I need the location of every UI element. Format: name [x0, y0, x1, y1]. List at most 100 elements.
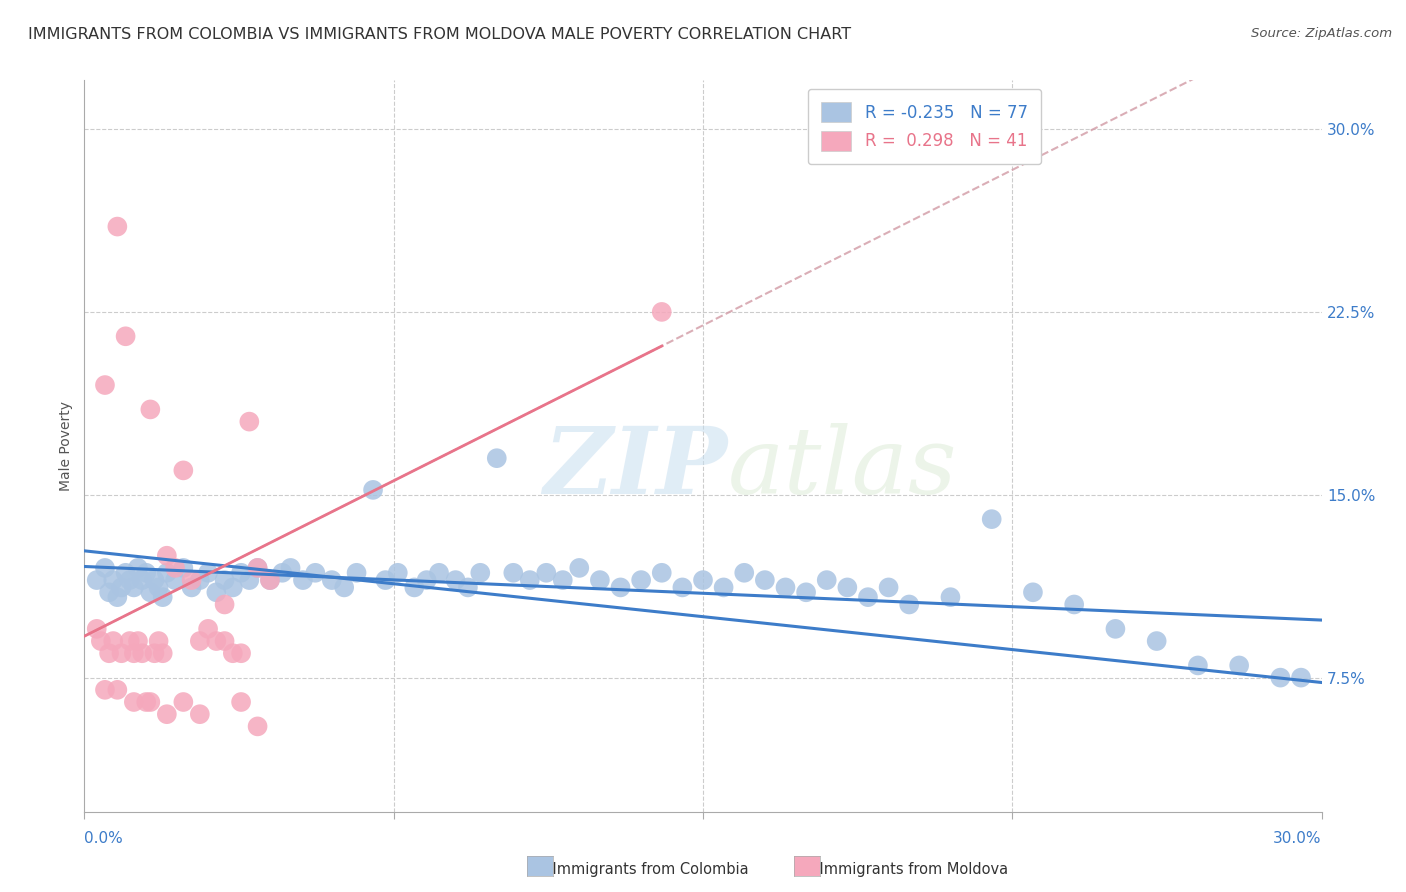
Point [457, 581, 479, 595]
Point [122, 695, 145, 709]
Point [259, 573, 281, 587]
Point [229, 566, 252, 580]
Point [152, 590, 174, 604]
Text: 30.0%: 30.0% [1274, 831, 1322, 847]
Point [1187, 658, 1209, 673]
Point [205, 585, 228, 599]
Point [361, 483, 384, 497]
Point [205, 634, 228, 648]
Point [238, 415, 260, 429]
Point [118, 634, 141, 648]
Point [246, 719, 269, 733]
Point [246, 561, 269, 575]
Point [98, 585, 121, 599]
Point [127, 634, 149, 648]
Point [404, 581, 426, 595]
Point [94, 682, 117, 697]
Point [135, 695, 157, 709]
Point [135, 566, 157, 580]
Point [246, 561, 269, 575]
Point [877, 581, 900, 595]
Point [692, 573, 714, 587]
Point [114, 329, 136, 343]
Point [172, 561, 194, 575]
Point [1104, 622, 1126, 636]
Point [427, 566, 450, 580]
Point [148, 634, 170, 648]
Point [733, 566, 755, 580]
Text: Immigrants from Colombia: Immigrants from Colombia [534, 863, 749, 877]
Point [148, 581, 170, 595]
Point [519, 573, 541, 587]
Point [280, 561, 302, 575]
Point [156, 549, 179, 563]
Point [713, 581, 735, 595]
Point [131, 573, 153, 587]
Point [1146, 634, 1168, 648]
Point [415, 573, 437, 587]
Point [291, 573, 314, 587]
Point [485, 451, 508, 466]
Point [815, 573, 838, 587]
Point [651, 305, 673, 319]
Text: ZIP: ZIP [544, 423, 728, 513]
Point [794, 585, 817, 599]
Point [346, 566, 368, 580]
Point [86, 573, 108, 587]
Point [387, 566, 409, 580]
Point [131, 646, 153, 660]
Point [180, 573, 202, 587]
Point [214, 598, 236, 612]
Point [333, 581, 356, 595]
Point [172, 463, 194, 477]
Point [502, 566, 524, 580]
Point [110, 581, 132, 595]
Point [259, 573, 281, 587]
Point [118, 573, 141, 587]
Y-axis label: Male Poverty: Male Poverty [59, 401, 73, 491]
Point [94, 378, 117, 392]
Point [98, 646, 121, 660]
Point [837, 581, 859, 595]
Point [152, 646, 174, 660]
Text: Source: ZipAtlas.com: Source: ZipAtlas.com [1251, 27, 1392, 40]
Point [94, 561, 117, 575]
Point [321, 573, 343, 587]
Point [103, 573, 125, 587]
Point [172, 695, 194, 709]
Point [165, 561, 187, 575]
Point [122, 581, 145, 595]
Point [671, 581, 693, 595]
Point [143, 573, 166, 587]
Point [374, 573, 396, 587]
Point [156, 566, 179, 580]
Point [238, 573, 260, 587]
Point [568, 561, 591, 575]
Point [898, 598, 921, 612]
Point [127, 561, 149, 575]
Point [1270, 671, 1292, 685]
Point [222, 646, 245, 660]
Point [188, 573, 211, 587]
Point [197, 566, 219, 580]
Point [156, 707, 179, 722]
Point [86, 622, 108, 636]
Point [444, 573, 467, 587]
Point [114, 566, 136, 580]
Point [139, 585, 162, 599]
Point [271, 566, 294, 580]
Point [229, 695, 252, 709]
Point [1063, 598, 1085, 612]
Point [304, 566, 326, 580]
Point [165, 573, 187, 587]
Point [536, 566, 558, 580]
Point [110, 646, 132, 660]
Point [197, 622, 219, 636]
Legend: R = -0.235   N = 77, R =  0.298   N = 41: R = -0.235 N = 77, R = 0.298 N = 41 [808, 88, 1040, 164]
Point [1227, 658, 1250, 673]
Point [139, 695, 162, 709]
Point [222, 581, 245, 595]
Point [1022, 585, 1045, 599]
Point [651, 566, 673, 580]
Point [980, 512, 1002, 526]
